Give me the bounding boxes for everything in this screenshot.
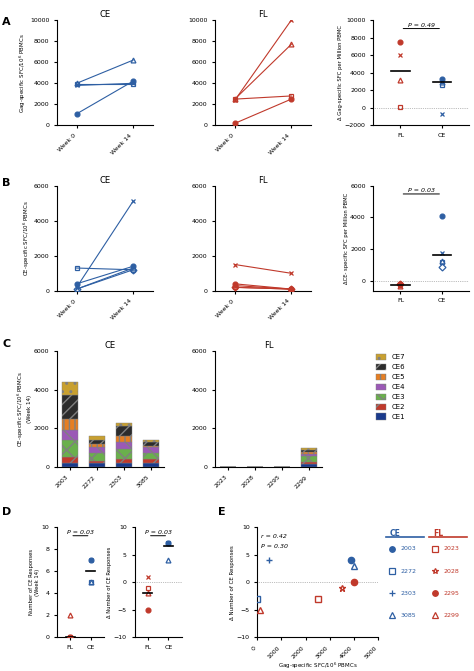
Bar bbox=[116, 426, 132, 436]
Y-axis label: CE-specific SFC/10$^6$ PBMCs
(Week 14): CE-specific SFC/10$^6$ PBMCs (Week 14) bbox=[16, 371, 32, 447]
Bar bbox=[301, 462, 317, 464]
Bar bbox=[143, 440, 159, 442]
Bar bbox=[301, 456, 317, 462]
Title: CE: CE bbox=[99, 10, 110, 19]
Title: FL: FL bbox=[258, 176, 268, 185]
Text: P = 0.03: P = 0.03 bbox=[67, 529, 94, 535]
Bar bbox=[89, 454, 105, 461]
Bar bbox=[62, 382, 78, 395]
Text: 2003: 2003 bbox=[401, 546, 416, 552]
Y-axis label: CE-specific SFC/10$^6$ PBMCs: CE-specific SFC/10$^6$ PBMCs bbox=[22, 200, 32, 276]
Text: C: C bbox=[2, 339, 10, 349]
Text: 2028: 2028 bbox=[443, 568, 459, 574]
Bar bbox=[89, 436, 105, 440]
Text: 2023: 2023 bbox=[443, 546, 459, 552]
Bar bbox=[116, 450, 132, 459]
Y-axis label: Δ Number of CE Responses: Δ Number of CE Responses bbox=[230, 545, 235, 619]
Text: P = 0.03: P = 0.03 bbox=[408, 188, 435, 193]
Bar bbox=[301, 450, 317, 452]
Bar bbox=[116, 459, 132, 463]
Title: FL: FL bbox=[264, 341, 273, 350]
Text: E: E bbox=[218, 507, 226, 517]
Bar bbox=[143, 454, 159, 459]
Bar bbox=[62, 430, 78, 440]
Y-axis label: Number of CE Responses
(Week 14): Number of CE Responses (Week 14) bbox=[29, 549, 40, 615]
Bar bbox=[143, 448, 159, 454]
Y-axis label: Δ Gag-specific SFC per Million PBMC: Δ Gag-specific SFC per Million PBMC bbox=[338, 25, 344, 120]
Bar bbox=[301, 464, 317, 467]
Bar bbox=[89, 440, 105, 444]
Text: D: D bbox=[2, 507, 12, 517]
Bar bbox=[301, 448, 317, 450]
Bar bbox=[89, 461, 105, 463]
Bar bbox=[116, 463, 132, 467]
Text: P = 0.30: P = 0.30 bbox=[261, 544, 288, 549]
Text: FL: FL bbox=[433, 529, 443, 538]
Bar bbox=[143, 459, 159, 463]
Bar bbox=[62, 440, 78, 457]
Bar bbox=[62, 419, 78, 430]
Bar bbox=[143, 446, 159, 448]
Text: 2299: 2299 bbox=[443, 613, 459, 618]
Text: 2303: 2303 bbox=[401, 590, 416, 596]
Title: FL: FL bbox=[258, 10, 268, 19]
Y-axis label: ΔCE- specific SFC per Million PBMC: ΔCE- specific SFC per Million PBMC bbox=[344, 193, 349, 284]
Bar bbox=[89, 444, 105, 448]
Bar bbox=[62, 463, 78, 467]
Bar bbox=[116, 442, 132, 450]
Text: 2272: 2272 bbox=[401, 568, 416, 574]
Y-axis label: Gag-specific SFC/10$^6$ PBMCs: Gag-specific SFC/10$^6$ PBMCs bbox=[18, 33, 28, 113]
X-axis label: Gag-specific SFC/10$^6$ PBMCs
(Week 0): Gag-specific SFC/10$^6$ PBMCs (Week 0) bbox=[278, 661, 357, 671]
Text: r = 0.42: r = 0.42 bbox=[261, 534, 287, 539]
Text: 3085: 3085 bbox=[401, 613, 416, 618]
Bar bbox=[116, 423, 132, 426]
Bar bbox=[301, 452, 317, 454]
Y-axis label: Δ Number of CE Responses: Δ Number of CE Responses bbox=[108, 546, 112, 618]
Text: B: B bbox=[2, 178, 11, 188]
Bar bbox=[89, 448, 105, 454]
Text: 2295: 2295 bbox=[443, 590, 459, 596]
Bar bbox=[116, 436, 132, 442]
Text: A: A bbox=[2, 17, 11, 27]
Text: P = 0.03: P = 0.03 bbox=[145, 529, 172, 535]
Bar bbox=[89, 463, 105, 467]
Bar bbox=[62, 457, 78, 463]
Text: P = 0.49: P = 0.49 bbox=[408, 23, 435, 28]
Title: CE: CE bbox=[99, 176, 110, 185]
Bar bbox=[143, 463, 159, 467]
Legend: CE7, CE6, CE5, CE4, CE3, CE2, CE1: CE7, CE6, CE5, CE4, CE3, CE2, CE1 bbox=[373, 351, 409, 423]
Bar bbox=[143, 442, 159, 446]
Text: CE: CE bbox=[390, 529, 401, 538]
Bar bbox=[62, 395, 78, 419]
Title: CE: CE bbox=[105, 341, 116, 350]
Bar bbox=[301, 454, 317, 456]
